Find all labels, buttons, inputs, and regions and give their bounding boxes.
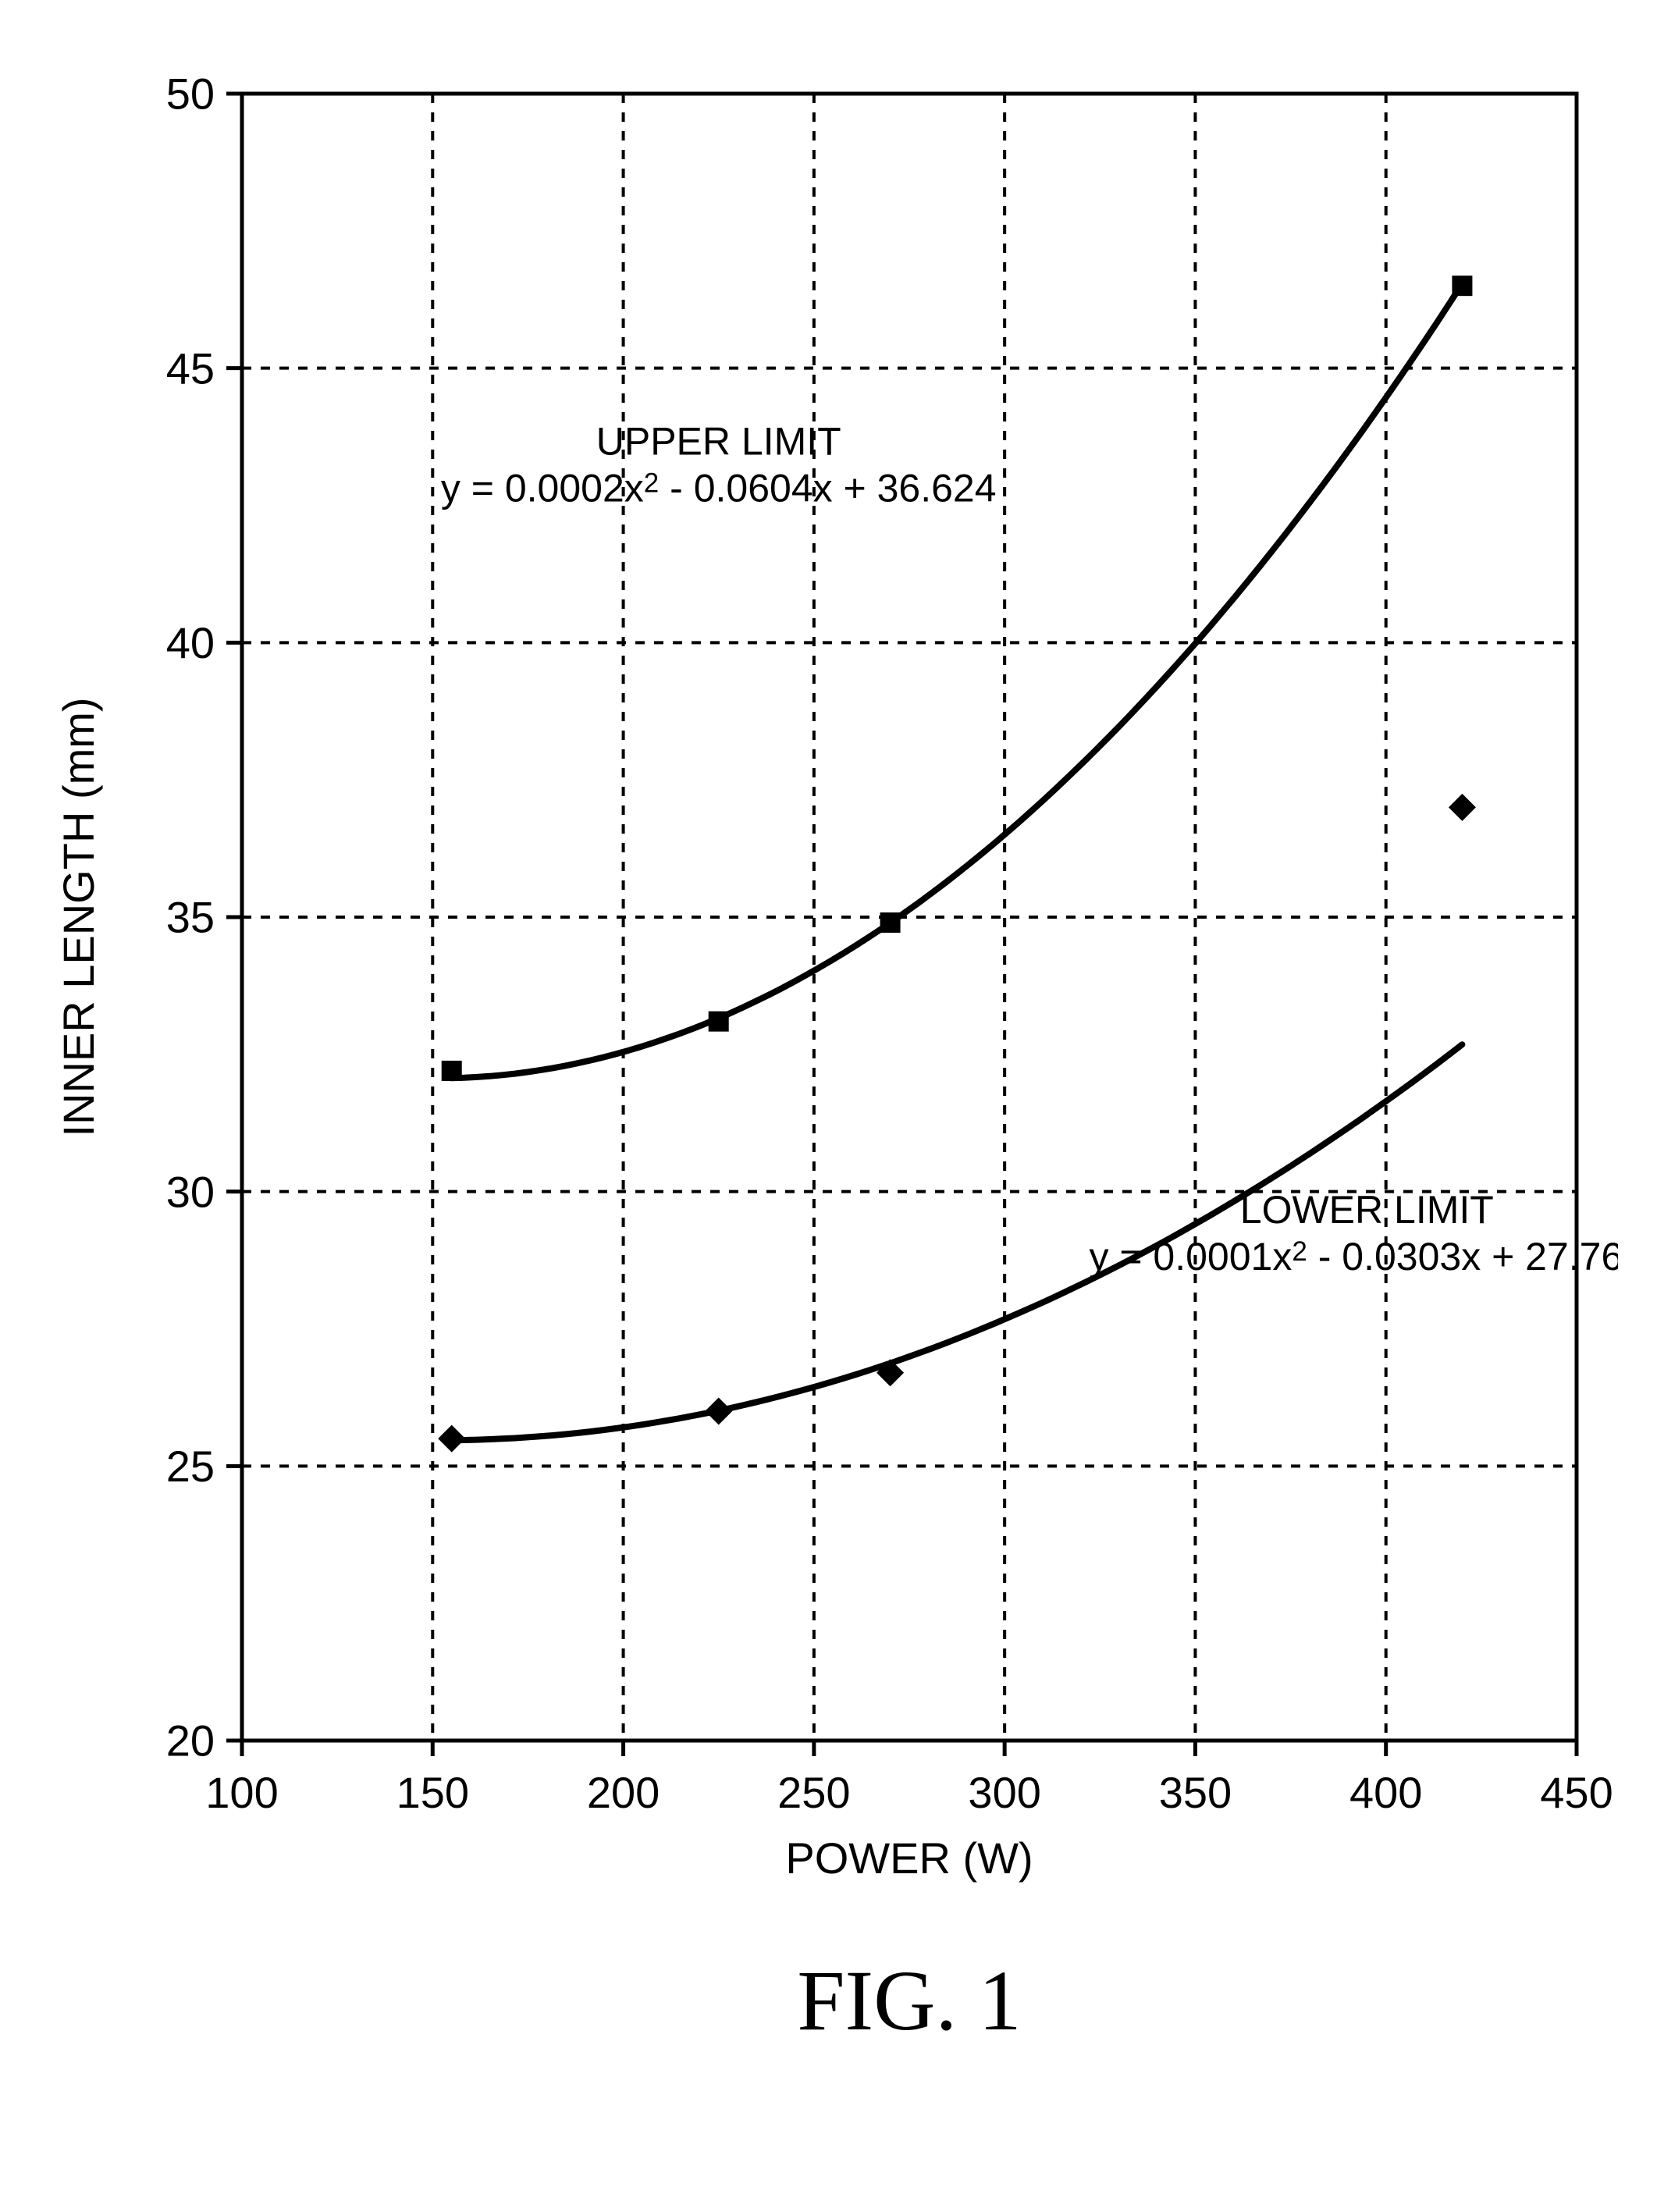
y-tick-label: 20 xyxy=(166,1716,215,1766)
x-tick-label: 400 xyxy=(1349,1768,1422,1817)
annotation-title: UPPER LIMIT xyxy=(596,419,841,463)
x-tick-label: 300 xyxy=(968,1768,1040,1817)
x-tick-label: 150 xyxy=(396,1768,469,1817)
marker-square xyxy=(880,912,901,933)
x-axis-label: POWER (W) xyxy=(785,1833,1033,1883)
plot-border xyxy=(242,94,1577,1741)
annotation-title: LOWER LIMIT xyxy=(1240,1188,1494,1232)
x-tick-label: 350 xyxy=(1159,1768,1232,1817)
annotation-formula: y = 0.0002x2 - 0.0604x + 36.624 xyxy=(441,466,997,510)
x-tick-label: 250 xyxy=(777,1768,850,1817)
y-axis-label: INNER LENGTH (mm) xyxy=(54,697,103,1136)
x-tick-label: 100 xyxy=(205,1768,278,1817)
y-tick-label: 30 xyxy=(166,1167,215,1216)
x-tick-label: 450 xyxy=(1540,1768,1613,1817)
y-tick-label: 35 xyxy=(166,893,215,942)
marker-square xyxy=(709,1012,729,1032)
chart-svg: 100 150 200 250 300 350 400 450 20 25 30 35 40 45 50 PO… xyxy=(39,62,1618,2150)
page: 100 150 200 250 300 350 400 450 20 25 30 35 40 45 50 PO… xyxy=(0,0,1657,2212)
y-tick-label: 45 xyxy=(166,343,215,393)
annotation-formula: y = 0.0001x2 - 0.0303x + 27.765 xyxy=(1089,1235,1618,1278)
y-tick-label: 50 xyxy=(166,69,215,119)
marker-square xyxy=(1452,276,1472,296)
chart-container: 100 150 200 250 300 350 400 450 20 25 30 35 40 45 50 PO… xyxy=(39,62,1618,2150)
y-tick-label: 25 xyxy=(166,1442,215,1491)
marker-square xyxy=(442,1061,462,1081)
figure-label: FIG. 1 xyxy=(797,1953,1021,2048)
x-tick-label: 200 xyxy=(587,1768,660,1817)
y-tick-label: 40 xyxy=(166,618,215,667)
